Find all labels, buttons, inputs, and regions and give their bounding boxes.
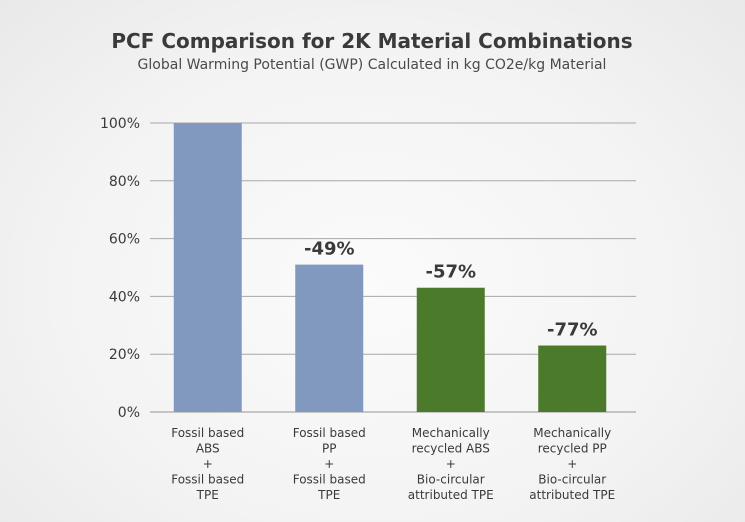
y-tick-label: 80% [109,174,140,190]
category-label: Mechanically recycled PP + Bio-circular attr… [529,426,615,502]
chart-subtitle: Global Warming Potential (GWP) Calculate… [138,57,607,73]
bar [295,264,364,412]
y-tick-label: 60% [109,232,140,248]
y-tick-label: 40% [109,289,140,305]
category-label: Fossil based PP + Fossil based TPE [293,426,366,502]
category-label: Mechanically recycled ABS + Bio-circular att… [408,426,494,502]
data-label: -49% [304,239,355,260]
bar [173,123,242,412]
data-labels: -49% -57% -77% [304,239,598,341]
bars [173,123,607,412]
y-axis-tick-labels: 0% 20% 40% 60% 80% 100% [100,116,140,421]
y-tick-label: 100% [100,116,140,132]
chart-title: PCF Comparison for 2K Material Combinati… [111,29,632,53]
bar [538,345,607,412]
category-labels: Fossil based ABS + Fossil based TPE Fossil ba… [171,426,615,502]
bar [416,287,485,412]
data-label: -77% [547,320,598,341]
category-label: Fossil based ABS + Fossil based TPE [171,426,244,502]
data-label: -57% [425,262,476,283]
y-tick-label: 0% [118,405,140,421]
y-tick-label: 20% [109,347,140,363]
